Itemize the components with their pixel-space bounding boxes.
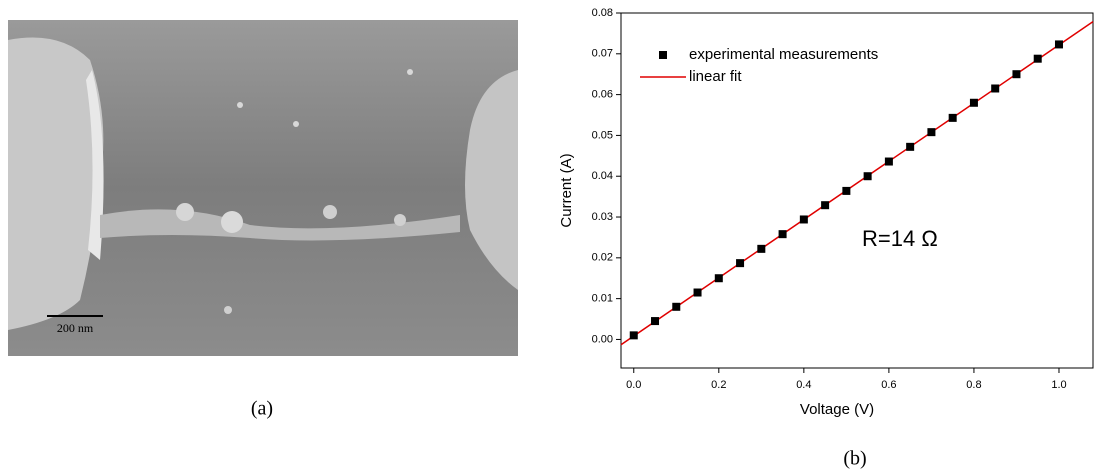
legend-label: experimental measurements	[689, 46, 878, 63]
scale-bar-label: 200 nm	[57, 321, 94, 335]
y-tick-label: 0.00	[592, 333, 613, 345]
data-point	[1012, 70, 1021, 79]
y-tick-label: 0.05	[592, 129, 613, 141]
x-axis-label: Voltage (V)	[800, 401, 874, 418]
data-point	[927, 128, 936, 137]
data-point	[714, 274, 723, 283]
data-point	[969, 98, 978, 107]
data-point	[1054, 40, 1063, 49]
data-point	[799, 215, 808, 224]
data-point	[629, 331, 638, 340]
y-tick-label: 0.08	[592, 7, 613, 19]
data-point	[991, 84, 1000, 93]
annotation: R=14 Ω	[862, 226, 938, 251]
x-tick-label: 1.0	[1051, 379, 1066, 391]
y-tick-label: 0.01	[592, 293, 613, 305]
data-point	[906, 142, 915, 151]
data-point	[884, 157, 893, 166]
data-point	[757, 244, 766, 253]
data-point	[651, 317, 660, 326]
y-tick-label: 0.06	[592, 89, 613, 101]
data-point	[736, 259, 745, 268]
data-point	[1033, 54, 1042, 63]
data-point	[821, 201, 830, 210]
sem-image: 200 nm	[8, 20, 518, 356]
data-point	[672, 302, 681, 311]
panel-label: (a)	[251, 398, 273, 420]
y-tick-label: 0.04	[592, 170, 613, 182]
legend-label: linear fit	[689, 68, 742, 85]
y-axis-label: Current (A)	[558, 153, 575, 227]
x-tick-label: 0.8	[966, 379, 981, 391]
x-tick-label: 0.2	[711, 379, 726, 391]
y-tick-label: 0.02	[592, 252, 613, 264]
x-tick-label: 0.4	[796, 379, 811, 391]
x-tick-label: 0.0	[626, 379, 641, 391]
legend-symbol	[659, 51, 667, 59]
panel-label: (b)	[843, 448, 866, 470]
data-point	[863, 172, 872, 181]
y-tick-label: 0.03	[592, 211, 613, 223]
x-tick-label: 0.6	[881, 379, 896, 391]
data-point	[948, 113, 957, 122]
data-point	[693, 288, 702, 297]
data-point	[778, 230, 787, 239]
y-tick-label: 0.07	[592, 48, 613, 60]
data-point	[842, 186, 851, 195]
plot-frame	[620, 12, 1094, 369]
